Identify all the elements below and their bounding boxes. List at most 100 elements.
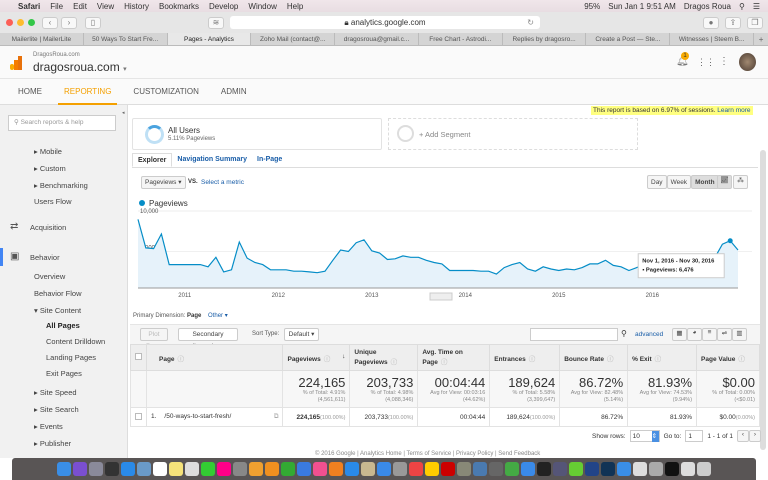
finder-icon[interactable] [57,462,71,476]
tab-in-page[interactable]: In-Page [257,156,283,163]
browser-tab[interactable]: Create a Post — Ste... [586,33,671,45]
menu-window[interactable]: Window [248,1,277,11]
performance-view-icon[interactable]: ≡ [702,328,717,341]
add-segment-button[interactable]: + Add Segment [388,118,638,150]
battery-text[interactable]: 95% [584,1,601,11]
itunes-icon[interactable] [313,462,327,476]
back-button[interactable]: ‹ [42,16,58,29]
photos-app-icon[interactable] [185,462,199,476]
sidebar-item-behavior[interactable]: Behavior [30,253,60,262]
address-bar[interactable]: 🔒︎ analytics.google.com ↻ [230,16,540,29]
show-rows-select[interactable]: 10 ⇕ [629,430,660,442]
browser-tab[interactable]: dragosroua@gmail.c... [335,33,419,45]
menu-history[interactable]: History [124,1,150,11]
filezilla-icon[interactable] [441,462,455,476]
goto-input[interactable]: 1 [685,430,704,442]
scrollbar[interactable] [760,150,766,450]
affinity-icon[interactable] [585,462,599,476]
nav-home[interactable]: HOME [18,86,42,96]
sidebar-toggle-icon[interactable]: ▯ [85,16,101,29]
search-reports-input[interactable]: ⚲ Search reports & help [8,115,116,131]
sidebar-item-content-drilldown[interactable]: Content Drilldown [46,337,106,346]
archive-icon[interactable] [361,462,375,476]
apps-grid-icon[interactable]: ⋮⋮ [697,57,715,67]
close-window-button[interactable] [6,19,13,26]
calendar-icon[interactable] [153,462,167,476]
v2-icon[interactable] [617,462,631,476]
jx-icon[interactable] [601,462,615,476]
menu-file[interactable]: File [50,1,64,11]
tab-explorer[interactable]: Explorer [132,153,173,167]
sidebar-item-overview[interactable]: Overview [34,272,66,281]
browser-tab[interactable]: Witnesses | Steem B... [670,33,755,45]
column-header-entrances[interactable]: Entrances ⓘ [489,344,561,371]
image-capture-icon[interactable] [473,462,487,476]
browser-tab[interactable]: Replies by dragosro... [503,33,587,45]
prev-page-button[interactable]: ‹ [736,430,749,442]
comparison-view-icon[interactable]: ⇌ [717,328,732,341]
next-page-button[interactable]: › [748,430,761,442]
tab-navigation-summary[interactable]: Navigation Summary [177,156,248,163]
pie-view-icon[interactable]: ◕ [687,328,702,341]
column-header-page[interactable]: Page ⓘ [145,344,284,371]
search-icon[interactable]: ⚲ [621,329,627,338]
clock[interactable]: Sun Jan 1 9:51 AM [608,1,676,11]
trash-icon[interactable] [697,462,711,476]
more-vert-icon[interactable]: ⋮ [719,56,729,67]
share-icon[interactable]: ⇪ [725,16,741,29]
menu-app[interactable]: Safari [18,1,41,11]
notification-center-icon[interactable]: ☰ [752,1,760,11]
kindle-icon[interactable] [537,462,551,476]
new-tab-button[interactable]: + [758,35,764,44]
pivot-view-icon[interactable]: ▥ [732,328,747,341]
automator-icon[interactable] [489,462,503,476]
menu-bookmarks[interactable]: Bookmarks [159,1,200,11]
sidebar-item-benchmarking[interactable]: ▸ Benchmarking [34,181,88,190]
safari-icon[interactable] [121,462,135,476]
period-week[interactable]: Week [666,175,692,189]
extension-icon[interactable]: ≋ [208,16,224,29]
sidebar-item-publisher[interactable]: ▸ Publisher [34,439,72,448]
sublime-icon[interactable] [265,462,279,476]
column-header-avg-time-on-page[interactable]: Avg. Time on Page ⓘ [417,344,491,371]
browser-tab[interactable]: Free Chart - Astrodi... [419,33,503,45]
chrome-icon[interactable] [409,462,423,476]
facetime-icon[interactable] [201,462,215,476]
spotlight-icon[interactable]: ⚲ [738,1,745,11]
sort-type-dropdown[interactable]: Default ▾ [284,328,319,341]
launchpad-icon[interactable] [89,462,103,476]
siri-icon[interactable] [73,462,87,476]
spiral-icon[interactable] [633,462,647,476]
sidebar-item-exit-pages[interactable]: Exit Pages [46,369,82,378]
advanced-filter-link[interactable]: advanced [635,331,664,338]
browser-tab[interactable]: Zoho Mail (contact@... [251,33,336,45]
sidebar-item-landing-pages[interactable]: Landing Pages [46,353,97,362]
table-search-input[interactable] [530,328,618,341]
textedit-icon[interactable] [649,462,663,476]
segment-all-users[interactable]: All Users 5.11% Pageviews [132,118,382,150]
select-metric-link[interactable]: Select a metric [201,179,244,186]
keynote-icon[interactable] [297,462,311,476]
simplenote-icon[interactable] [521,462,535,476]
forward-button[interactable]: › [61,16,77,29]
notes-icon[interactable] [169,462,183,476]
menu-develop[interactable]: Develop [209,1,239,11]
terminal-icon[interactable] [665,462,679,476]
mindnode-icon[interactable] [569,462,583,476]
sidebar-item-site-speed[interactable]: ▸ Site Speed [34,388,77,397]
xcode-icon[interactable] [377,462,391,476]
menu-edit[interactable]: Edit [73,1,87,11]
browser-tab[interactable]: 50 Ways To Start Fre... [84,33,168,45]
pageviews-chart[interactable]: Pageviews10,0005,00020112012201320142015… [130,195,760,305]
app-store-icon[interactable] [345,462,359,476]
tabs-overview-icon[interactable]: ❐ [747,16,763,29]
scrivener-icon[interactable] [393,462,407,476]
downloads-icon[interactable] [681,462,695,476]
motion-chart-icon[interactable]: ⁂ [733,175,748,189]
numbers-icon[interactable] [281,462,295,476]
row-checkbox[interactable] [135,412,142,420]
cyberduck-icon[interactable] [425,462,439,476]
column-header--exit[interactable]: % Exit ⓘ [627,344,698,371]
column-header-unique-pageviews[interactable]: Unique Pageviews ⓘ [349,344,419,371]
period-day[interactable]: Day [647,175,667,189]
